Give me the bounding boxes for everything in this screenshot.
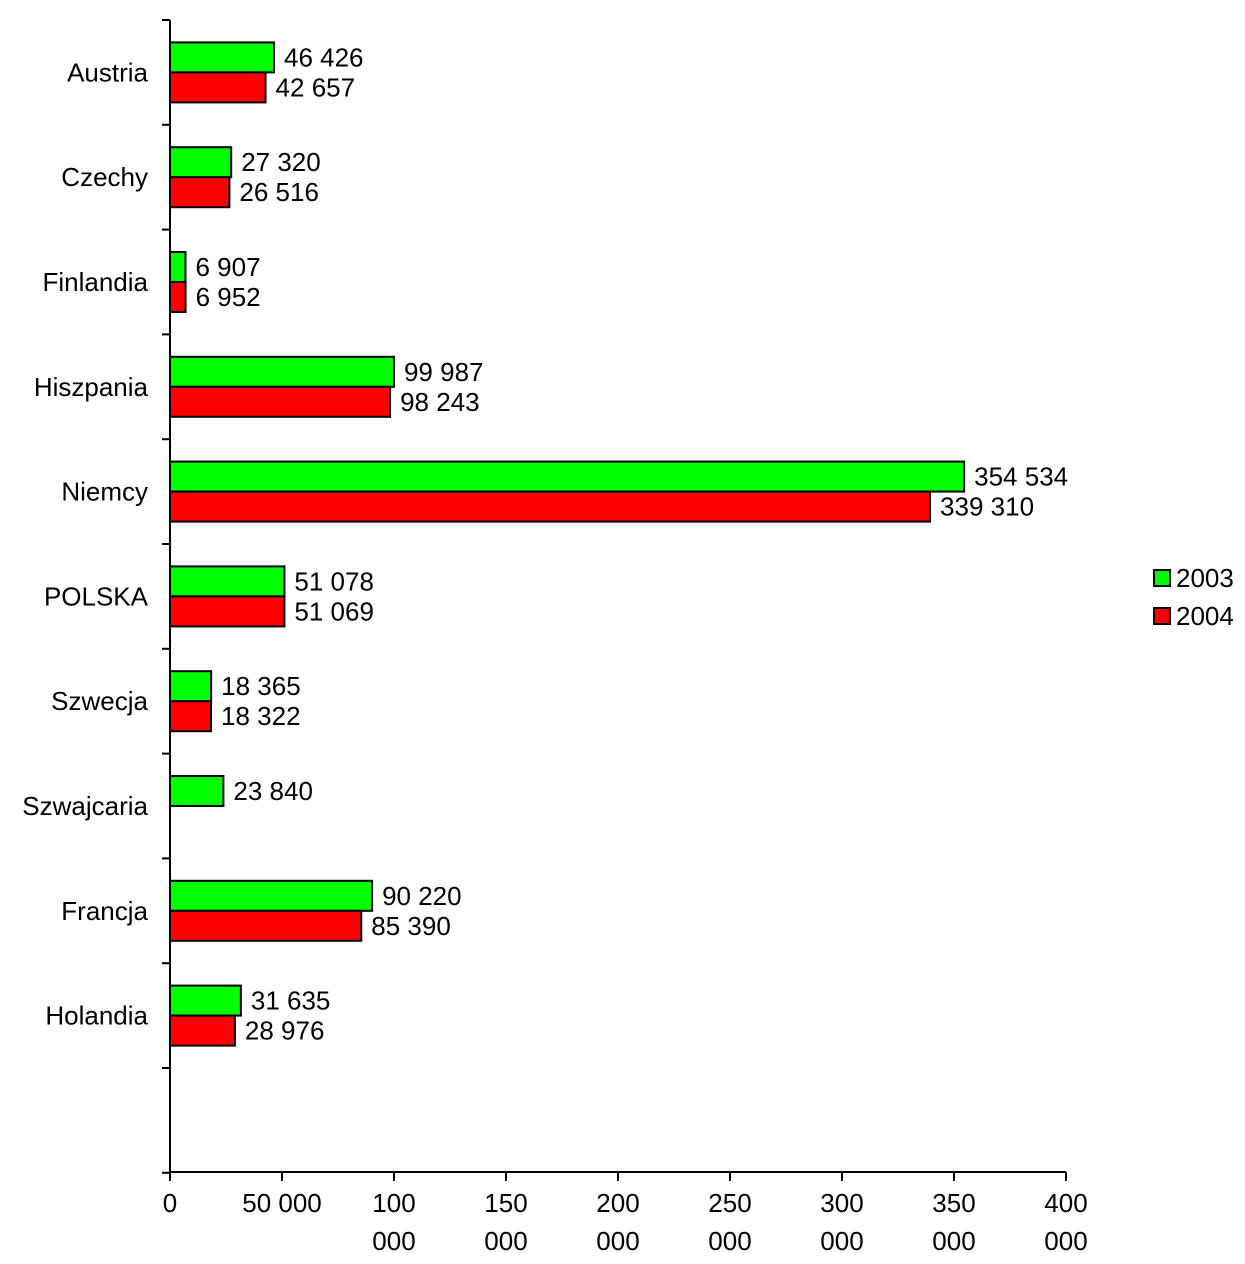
category-label-francja: Francja [61, 896, 148, 926]
bar-austria-2003 [169, 41, 275, 74]
x-tick-label: 000 [708, 1226, 751, 1256]
data-label-niemcy-2003: 354 534 [974, 462, 1068, 492]
legend-swatch-2003 [1153, 569, 1171, 587]
bar-austria-2004 [169, 71, 267, 104]
x-tick-label: 300 [820, 1188, 863, 1218]
bar-szwajcaria-2003 [169, 775, 225, 807]
x-tick-label: 50 000 [242, 1188, 322, 1218]
data-label-polska-2004: 51 069 [294, 596, 374, 626]
bar-francja-2003 [169, 879, 374, 912]
bar-polska-2003 [169, 565, 286, 598]
data-label-niemcy-2004: 339 310 [940, 492, 1034, 522]
bar-niemcy-2004 [169, 490, 932, 523]
data-label-austria-2004: 42 657 [276, 72, 356, 102]
data-label-finlandia-2004: 6 952 [196, 282, 261, 312]
x-tick-label: 200 [596, 1188, 639, 1218]
bar-polska-2004 [169, 595, 286, 628]
x-tick-label: 000 [372, 1226, 415, 1256]
data-label-hiszpania-2004: 98 243 [400, 387, 480, 417]
data-label-czechy-2003: 27 320 [241, 147, 321, 177]
x-tick-label: 000 [484, 1226, 527, 1256]
category-label-niemcy: Niemcy [61, 477, 148, 507]
data-label-hiszpania-2003: 99 987 [404, 357, 484, 387]
bar-francja-2004 [169, 909, 363, 942]
x-tick-label: 100 [372, 1188, 415, 1218]
bar-finlandia-2003 [169, 251, 187, 283]
x-tick-label: 000 [820, 1226, 863, 1256]
x-tick-label: 000 [1044, 1226, 1087, 1256]
x-tick-label: 000 [932, 1226, 975, 1256]
category-label-polska: POLSKA [44, 581, 149, 611]
category-label-finlandia: Finlandia [42, 267, 148, 297]
data-label-holandia-2004: 28 976 [245, 1016, 325, 1046]
bar-finlandia-2004 [169, 281, 187, 313]
bar-szwecja-2004 [169, 700, 213, 733]
category-label-szwecja: Szwecja [51, 686, 148, 716]
category-label-hiszpania: Hiszpania [34, 372, 149, 402]
data-label-austria-2003: 46 426 [284, 42, 364, 72]
data-label-finlandia-2003: 6 907 [195, 252, 260, 282]
bar-hiszpania-2004 [169, 385, 392, 418]
data-label-francja-2004: 85 390 [371, 911, 451, 941]
bar-niemcy-2003 [169, 460, 966, 493]
bar-holandia-2004 [169, 1014, 236, 1047]
x-tick-label: 0 [163, 1188, 177, 1218]
category-label-czechy: Czechy [61, 162, 148, 192]
data-label-holandia-2003: 31 635 [251, 986, 331, 1016]
bar-holandia-2003 [169, 984, 242, 1017]
bar-szwecja-2003 [169, 670, 213, 703]
x-tick-label: 250 [708, 1188, 751, 1218]
data-label-francja-2003: 90 220 [382, 881, 462, 911]
x-tick-label: 000 [596, 1226, 639, 1256]
category-label-szwajcaria: Szwajcaria [22, 791, 148, 821]
category-label-holandia: Holandia [45, 1001, 148, 1031]
data-label-czechy-2004: 26 516 [239, 177, 319, 207]
category-label-austria: Austria [67, 57, 148, 87]
legend-swatch-2004 [1153, 607, 1171, 625]
axes-layer: Austria Czechy Finlandia Hiszpania Niemcy POL… [22, 19, 1088, 1256]
bar-czechy-2003 [169, 146, 233, 179]
data-label-szwecja-2004: 18 322 [221, 701, 301, 731]
data-label-szwecja-2003: 18 365 [221, 671, 301, 701]
legend: 2003 2004 [1153, 563, 1234, 631]
data-label-szwajcaria-2003: 23 840 [233, 776, 313, 806]
bar-hiszpania-2003 [169, 355, 395, 388]
x-tick-label: 400 [1044, 1188, 1087, 1218]
x-tick-label: 150 [484, 1188, 527, 1218]
bar-czechy-2004 [169, 176, 231, 209]
legend-label-2003: 2003 [1176, 563, 1234, 593]
bars-layer [169, 41, 966, 1047]
data-label-polska-2003: 51 078 [294, 566, 374, 596]
x-tick-label: 350 [932, 1188, 975, 1218]
legend-label-2004: 2004 [1176, 601, 1234, 631]
